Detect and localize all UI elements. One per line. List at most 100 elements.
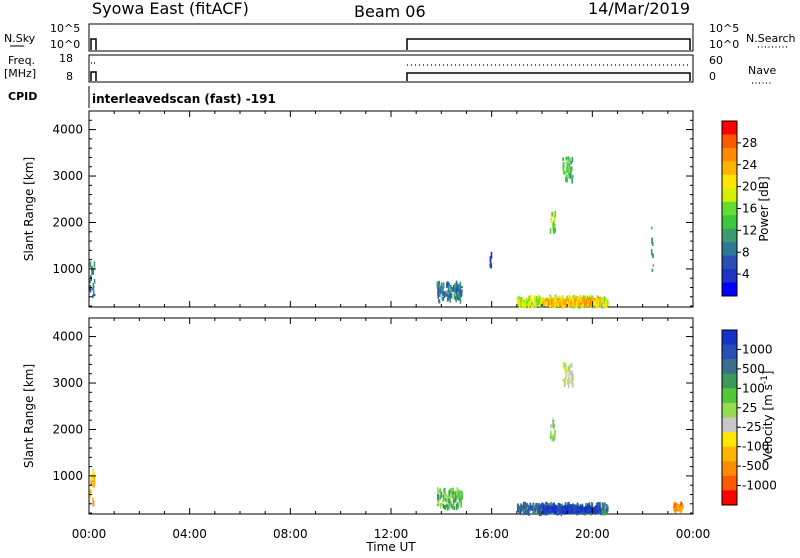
echo-mark xyxy=(560,300,562,307)
echo-mark xyxy=(576,303,579,307)
colorbar-segment xyxy=(722,330,737,346)
echo-mark xyxy=(568,364,571,370)
echo-mark xyxy=(579,302,582,305)
echo-mark xyxy=(524,301,527,309)
echo-mark xyxy=(441,296,443,300)
colorbar-tick-label: -1000 xyxy=(742,479,777,493)
echo-mark xyxy=(551,298,554,303)
nsky-trace-start xyxy=(90,38,97,50)
echo-mark xyxy=(457,493,460,498)
freq-strip: Freq. [MHz] 18 8 60 0 Nave xyxy=(4,52,776,84)
echo-mark xyxy=(552,301,554,308)
echo-mark xyxy=(599,508,601,514)
colorbar-segment xyxy=(722,134,737,149)
echo-mark xyxy=(490,264,492,269)
echo-mark xyxy=(550,298,553,305)
echo-mark xyxy=(564,507,567,514)
echo-mark xyxy=(529,301,532,305)
echo-mark xyxy=(563,165,565,168)
echo-mark xyxy=(490,251,493,259)
echo-mark xyxy=(570,377,573,381)
echo-mark xyxy=(439,494,441,500)
power-colorbar: 28 24 20 16 12 8 4 xyxy=(721,120,757,297)
echo-mark xyxy=(601,510,604,516)
echo-mark xyxy=(607,506,609,512)
echo-mark xyxy=(449,488,451,494)
echo-mark xyxy=(673,508,676,512)
echo-mark xyxy=(563,298,565,306)
echo-mark xyxy=(93,279,96,284)
echo-mark xyxy=(558,507,560,512)
echo-mark xyxy=(555,300,558,307)
echo-mark xyxy=(538,302,541,307)
velocity-marks xyxy=(89,361,684,517)
echo-mark xyxy=(449,494,451,502)
echo-mark xyxy=(572,505,575,512)
echo-mark xyxy=(568,377,570,385)
echo-mark xyxy=(562,162,565,165)
echo-mark xyxy=(596,300,599,305)
echo-mark xyxy=(573,299,576,305)
echo-mark xyxy=(573,508,576,514)
echo-mark xyxy=(93,472,95,477)
date-title: 14/Mar/2019 xyxy=(588,0,690,18)
echo-mark xyxy=(554,429,556,436)
echo-mark xyxy=(571,370,573,375)
echo-mark xyxy=(561,505,564,513)
echo-mark xyxy=(459,285,462,291)
echo-mark xyxy=(545,300,548,304)
echo-mark xyxy=(92,282,95,288)
echo-mark xyxy=(604,302,607,308)
echo-mark xyxy=(602,297,604,303)
echo-mark xyxy=(550,435,552,439)
echo-mark xyxy=(437,290,439,296)
echo-mark xyxy=(489,256,492,261)
echo-mark xyxy=(532,511,534,515)
colorbar-tick-label: 8 xyxy=(742,245,750,259)
echo-mark xyxy=(571,374,573,380)
echo-mark xyxy=(527,303,529,306)
echo-mark xyxy=(589,297,592,303)
echo-mark xyxy=(92,294,94,298)
echo-mark xyxy=(571,166,573,171)
echo-mark xyxy=(553,299,556,302)
nsky-tick-bottom: 10^0 xyxy=(50,38,80,51)
nsky-strip: N.Sky 10^5 10^0 10^5 10^0 N.Search xyxy=(4,22,796,52)
echo-mark xyxy=(539,504,542,510)
echo-mark xyxy=(567,168,570,175)
colorbar-segment xyxy=(722,432,737,448)
freq-frame xyxy=(88,54,694,83)
echo-mark xyxy=(554,510,556,512)
echo-mark xyxy=(439,289,442,295)
echo-mark xyxy=(547,298,550,302)
echo-mark xyxy=(545,299,547,303)
echo-mark xyxy=(570,299,573,303)
colorbar-segment xyxy=(722,373,737,389)
echo-mark xyxy=(442,499,444,503)
colorbar-segment xyxy=(722,215,737,230)
echo-mark xyxy=(559,301,561,307)
echo-mark xyxy=(586,295,589,301)
colorbar-segment xyxy=(722,174,737,189)
echo-mark xyxy=(574,298,576,302)
echo-mark xyxy=(453,293,456,300)
x-tick-label: 08:00 xyxy=(273,527,308,541)
echo-mark xyxy=(567,366,570,372)
colorbar-segment xyxy=(722,201,737,216)
echo-mark xyxy=(598,505,600,510)
power-axes: 1000 2000 3000 4000 xyxy=(52,110,694,307)
echo-mark xyxy=(554,434,556,439)
echo-mark xyxy=(490,262,492,267)
echo-mark xyxy=(451,491,453,498)
echo-mark xyxy=(519,510,521,515)
nsearch-tick-bottom: 10^0 xyxy=(709,38,739,51)
colorbar-tick-label: -25 xyxy=(742,420,762,434)
echo-mark xyxy=(600,304,603,308)
echo-mark xyxy=(651,241,654,246)
echo-mark xyxy=(564,300,566,304)
nsky-label: N.Sky xyxy=(4,32,36,45)
echo-mark xyxy=(564,362,566,367)
echo-mark xyxy=(583,301,586,308)
echo-mark xyxy=(522,508,524,512)
echo-mark xyxy=(458,491,461,497)
